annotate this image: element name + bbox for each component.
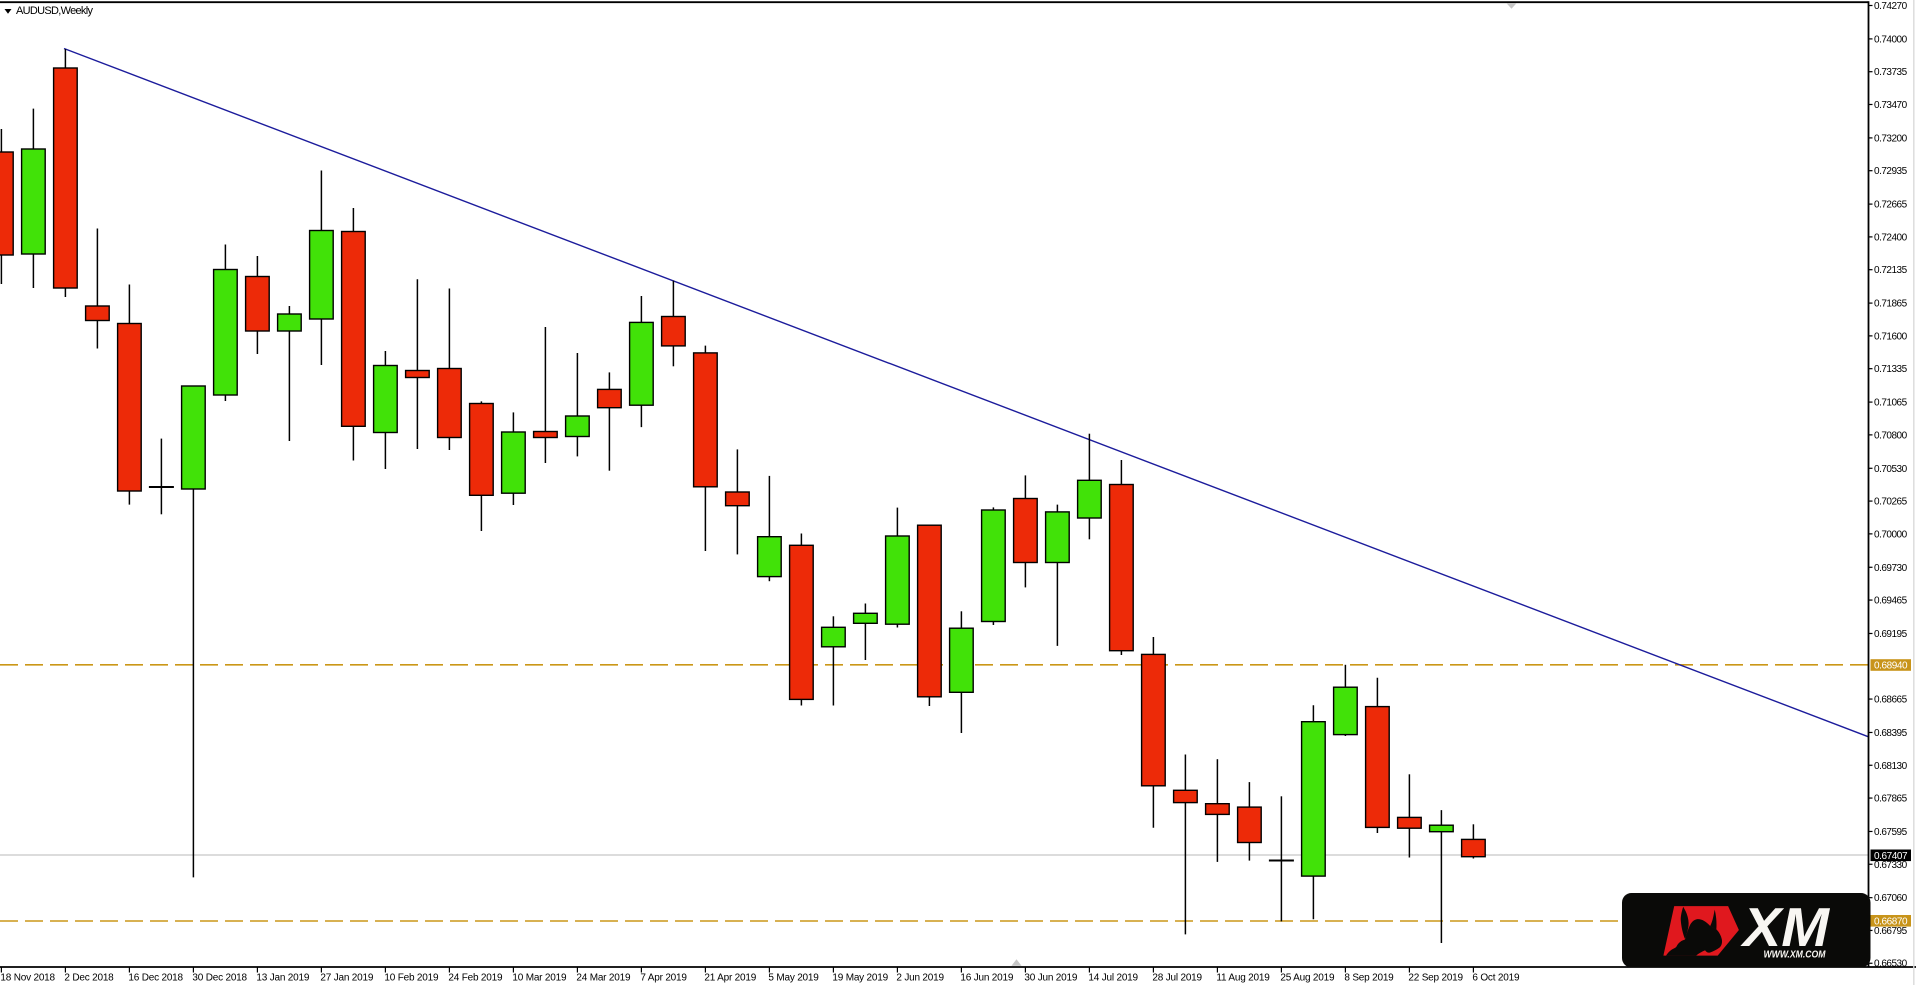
svg-text:30 Dec 2018: 30 Dec 2018 — [192, 973, 247, 984]
svg-text:5 May 2019: 5 May 2019 — [768, 973, 819, 984]
svg-text:WWW.XM.COM: WWW.XM.COM — [1764, 948, 1826, 960]
svg-text:0.66795: 0.66795 — [1874, 926, 1908, 937]
svg-text:10 Mar 2019: 10 Mar 2019 — [512, 973, 567, 984]
svg-text:30 Jun 2019: 30 Jun 2019 — [1024, 973, 1077, 984]
svg-text:0.67595: 0.67595 — [1874, 827, 1908, 838]
svg-text:13 Jan 2019: 13 Jan 2019 — [256, 973, 309, 984]
svg-text:0.66530: 0.66530 — [1874, 959, 1908, 970]
svg-text:24 Mar 2019: 24 Mar 2019 — [576, 973, 631, 984]
svg-text:XM: XM — [1740, 896, 1830, 958]
svg-text:14 Jul 2019: 14 Jul 2019 — [1088, 973, 1138, 984]
svg-text:0.67330: 0.67330 — [1874, 860, 1908, 871]
svg-text:AUDUSD,Weekly: AUDUSD,Weekly — [16, 5, 93, 17]
svg-text:22 Sep 2019: 22 Sep 2019 — [1408, 973, 1463, 984]
svg-text:0.70800: 0.70800 — [1874, 430, 1908, 441]
svg-text:0.70265: 0.70265 — [1874, 497, 1908, 508]
svg-text:19 May 2019: 19 May 2019 — [832, 973, 888, 984]
svg-text:0.68395: 0.68395 — [1874, 728, 1908, 739]
svg-text:0.72400: 0.72400 — [1874, 232, 1908, 243]
svg-text:27 Jan 2019: 27 Jan 2019 — [320, 973, 373, 984]
svg-text:0.72135: 0.72135 — [1874, 265, 1908, 276]
svg-text:11 Aug 2019: 11 Aug 2019 — [1216, 973, 1270, 984]
svg-text:0.71335: 0.71335 — [1874, 364, 1908, 375]
svg-text:0.70000: 0.70000 — [1874, 529, 1908, 540]
svg-text:0.73200: 0.73200 — [1874, 133, 1908, 144]
svg-text:0.69465: 0.69465 — [1874, 596, 1908, 607]
svg-text:16 Dec 2018: 16 Dec 2018 — [128, 973, 183, 984]
svg-text:0.68130: 0.68130 — [1874, 761, 1908, 772]
svg-text:0.71065: 0.71065 — [1874, 398, 1908, 409]
svg-text:0.74000: 0.74000 — [1874, 34, 1908, 45]
svg-text:0.71600: 0.71600 — [1874, 331, 1908, 342]
svg-text:0.66870: 0.66870 — [1874, 916, 1908, 927]
svg-text:10 Feb 2019: 10 Feb 2019 — [384, 973, 439, 984]
svg-text:2 Jun 2019: 2 Jun 2019 — [896, 973, 944, 984]
svg-text:0.67060: 0.67060 — [1874, 893, 1908, 904]
svg-text:7 Apr 2019: 7 Apr 2019 — [640, 973, 687, 984]
svg-text:0.73735: 0.73735 — [1874, 67, 1908, 78]
svg-text:2 Dec 2018: 2 Dec 2018 — [64, 973, 114, 984]
svg-text:0.67865: 0.67865 — [1874, 794, 1908, 805]
svg-text:0.67407: 0.67407 — [1874, 851, 1908, 862]
svg-text:24 Feb 2019: 24 Feb 2019 — [448, 973, 503, 984]
svg-text:0.69730: 0.69730 — [1874, 563, 1908, 574]
svg-text:0.68940: 0.68940 — [1874, 661, 1908, 672]
svg-text:0.71865: 0.71865 — [1874, 299, 1908, 310]
svg-text:25 Aug 2019: 25 Aug 2019 — [1280, 973, 1335, 984]
svg-text:0.73470: 0.73470 — [1874, 100, 1908, 111]
svg-text:18 Nov 2018: 18 Nov 2018 — [0, 973, 55, 984]
svg-text:28 Jul 2019: 28 Jul 2019 — [1152, 973, 1202, 984]
svg-text:6 Oct 2019: 6 Oct 2019 — [1472, 973, 1520, 984]
svg-text:21 Apr 2019: 21 Apr 2019 — [704, 973, 756, 984]
svg-text:0.70530: 0.70530 — [1874, 464, 1908, 475]
svg-text:0.72665: 0.72665 — [1874, 200, 1908, 211]
svg-text:0.68665: 0.68665 — [1874, 695, 1908, 706]
svg-text:0.72935: 0.72935 — [1874, 166, 1908, 177]
svg-text:16 Jun 2019: 16 Jun 2019 — [960, 973, 1013, 984]
svg-text:0.69195: 0.69195 — [1874, 629, 1908, 640]
svg-text:0.74270: 0.74270 — [1874, 1, 1908, 12]
svg-text:8 Sep 2019: 8 Sep 2019 — [1344, 973, 1394, 984]
